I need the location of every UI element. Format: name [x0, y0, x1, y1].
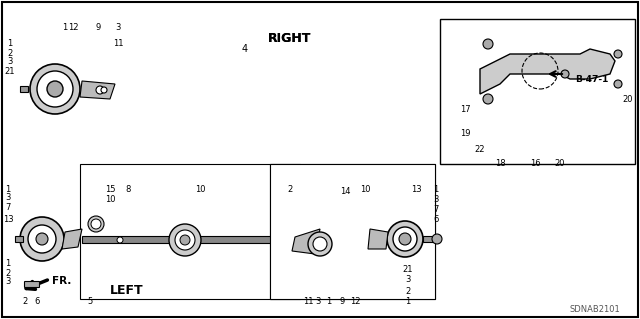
Polygon shape [292, 229, 320, 254]
Circle shape [37, 71, 73, 107]
Text: 10: 10 [360, 184, 371, 194]
Text: 3: 3 [5, 278, 11, 286]
Text: 7: 7 [433, 204, 438, 213]
Text: SDNAB2101: SDNAB2101 [570, 305, 621, 314]
Bar [270, 164, 435, 299]
Text: 3: 3 [405, 276, 411, 285]
Polygon shape [480, 49, 615, 94]
Circle shape [614, 50, 622, 58]
Text: 13: 13 [3, 214, 13, 224]
Text: LEFT: LEFT [110, 285, 143, 298]
Text: 2: 2 [5, 269, 11, 278]
Bar [423, 236, 435, 242]
Circle shape [333, 229, 347, 243]
Circle shape [175, 230, 195, 250]
Circle shape [96, 86, 104, 94]
Text: 22: 22 [475, 145, 485, 153]
Text: FR.: FR. [52, 276, 72, 286]
Circle shape [88, 216, 104, 232]
Circle shape [28, 225, 56, 253]
Circle shape [393, 227, 417, 251]
Text: 9: 9 [95, 23, 100, 32]
Text: 1: 1 [5, 259, 11, 269]
Circle shape [483, 39, 493, 49]
Circle shape [47, 81, 63, 97]
Circle shape [91, 219, 101, 229]
Text: 19: 19 [460, 130, 470, 138]
Text: 17: 17 [460, 105, 470, 114]
Bar [82, 236, 272, 243]
Text: 4: 4 [242, 44, 248, 54]
Bar [15, 236, 23, 242]
Text: 8: 8 [125, 184, 131, 194]
Text: 20: 20 [555, 159, 565, 167]
Text: 2: 2 [287, 184, 292, 194]
Text: B-47-1: B-47-1 [575, 75, 609, 84]
Circle shape [352, 230, 364, 242]
Text: 16: 16 [530, 159, 540, 167]
Text: 20: 20 [623, 94, 633, 103]
Circle shape [432, 234, 442, 244]
Text: 1: 1 [62, 23, 68, 32]
Bar [80, 164, 300, 299]
Text: 1: 1 [326, 298, 332, 307]
Circle shape [561, 70, 569, 78]
Text: 15: 15 [105, 184, 115, 194]
Text: 9: 9 [339, 298, 344, 307]
Text: 21: 21 [403, 264, 413, 273]
Circle shape [313, 237, 327, 251]
Text: 2: 2 [8, 48, 13, 57]
Bar [272, 236, 382, 243]
Circle shape [399, 233, 411, 245]
Polygon shape [62, 229, 82, 249]
Circle shape [614, 80, 622, 88]
Text: 3: 3 [316, 298, 321, 307]
Text: 1: 1 [405, 298, 411, 307]
Text: 10: 10 [195, 184, 205, 194]
Text: 1: 1 [8, 40, 13, 48]
Text: RIGHT: RIGHT [268, 33, 312, 46]
Circle shape [180, 235, 190, 245]
Circle shape [169, 224, 201, 256]
Circle shape [30, 64, 80, 114]
Text: 2: 2 [22, 298, 28, 307]
Circle shape [20, 217, 64, 261]
Text: 3: 3 [5, 194, 11, 203]
Text: 11: 11 [113, 40, 124, 48]
Text: 5: 5 [88, 298, 93, 307]
Text: 7: 7 [5, 203, 11, 211]
Text: RIGHT: RIGHT [268, 33, 312, 46]
Circle shape [101, 87, 107, 93]
Text: 6: 6 [35, 298, 40, 307]
Text: 21: 21 [4, 66, 15, 76]
Text: 3: 3 [7, 57, 13, 66]
Text: 14: 14 [340, 187, 350, 196]
Text: 12: 12 [349, 298, 360, 307]
Polygon shape [80, 81, 115, 99]
Text: 3: 3 [115, 23, 121, 32]
Circle shape [308, 232, 332, 256]
Circle shape [483, 94, 493, 104]
Text: 10: 10 [105, 195, 115, 204]
FancyBboxPatch shape [24, 281, 40, 287]
Bar [270, 164, 435, 299]
Bar [440, 19, 635, 164]
Text: 12: 12 [68, 23, 78, 32]
Text: 18: 18 [495, 159, 506, 167]
Text: 1: 1 [433, 184, 438, 194]
Polygon shape [368, 229, 388, 249]
Circle shape [387, 221, 423, 257]
Text: 3: 3 [433, 195, 438, 204]
Text: 13: 13 [411, 184, 421, 194]
Circle shape [36, 233, 48, 245]
Bar [20, 86, 28, 92]
Text: 2: 2 [405, 286, 411, 295]
Text: 1: 1 [5, 184, 11, 194]
Circle shape [117, 237, 123, 243]
Text: 6: 6 [433, 214, 438, 224]
Text: 11: 11 [303, 298, 313, 307]
